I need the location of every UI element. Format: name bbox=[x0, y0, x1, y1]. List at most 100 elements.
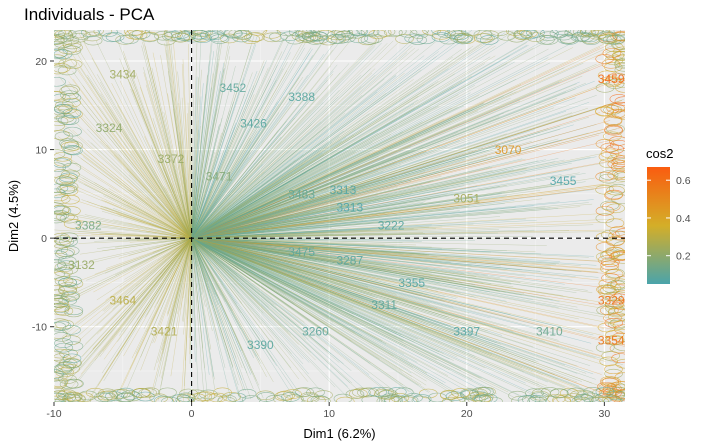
arrow bbox=[78, 49, 192, 239]
arrow bbox=[191, 237, 432, 248]
point-marker bbox=[560, 35, 579, 45]
arrow bbox=[191, 67, 269, 239]
arrow bbox=[191, 83, 204, 239]
arrow bbox=[105, 238, 192, 301]
arrow bbox=[191, 237, 418, 363]
arrow bbox=[191, 83, 425, 239]
point-marker bbox=[194, 30, 214, 37]
point-marker bbox=[242, 395, 261, 402]
arrow bbox=[191, 42, 573, 239]
arrow bbox=[74, 144, 192, 239]
arrow bbox=[191, 237, 463, 284]
arrow bbox=[163, 112, 192, 239]
individual-label: 3434 bbox=[109, 68, 136, 82]
arrow bbox=[191, 55, 496, 239]
arrow bbox=[135, 238, 192, 287]
arrow bbox=[191, 103, 280, 239]
arrow bbox=[152, 52, 192, 239]
arrow bbox=[191, 175, 442, 239]
point-marker bbox=[62, 144, 82, 155]
individual-label: 3313 bbox=[336, 201, 363, 215]
point-marker bbox=[606, 108, 625, 119]
point-marker bbox=[54, 238, 71, 249]
arrow bbox=[191, 237, 593, 293]
point-marker bbox=[595, 242, 615, 252]
arrow bbox=[191, 52, 408, 239]
arrow bbox=[182, 59, 192, 239]
point-marker bbox=[557, 34, 577, 45]
point-marker bbox=[606, 185, 625, 196]
point-marker bbox=[521, 394, 541, 402]
point-marker bbox=[360, 35, 380, 45]
arrow bbox=[181, 97, 192, 239]
arrow bbox=[191, 186, 617, 239]
arrow bbox=[117, 39, 192, 239]
arrow bbox=[57, 118, 192, 239]
arrow bbox=[152, 118, 192, 239]
point-marker bbox=[364, 33, 383, 44]
arrow bbox=[170, 238, 192, 377]
arrow bbox=[175, 238, 192, 333]
arrow bbox=[191, 46, 230, 239]
arrow bbox=[191, 180, 434, 239]
arrow bbox=[191, 238, 224, 284]
point-marker bbox=[513, 30, 532, 40]
point-marker bbox=[527, 396, 546, 402]
point-marker bbox=[123, 391, 142, 402]
arrow bbox=[179, 238, 192, 264]
point-marker bbox=[559, 33, 578, 44]
arrow bbox=[191, 238, 344, 365]
arrow bbox=[146, 238, 192, 316]
arrow bbox=[191, 51, 283, 239]
arrow bbox=[60, 183, 192, 239]
point-marker bbox=[280, 31, 299, 41]
point-marker bbox=[120, 390, 140, 400]
point-marker bbox=[441, 396, 461, 402]
arrow bbox=[191, 238, 351, 383]
arrow bbox=[191, 237, 430, 304]
arrow bbox=[104, 200, 192, 239]
point-marker bbox=[394, 387, 414, 398]
arrow bbox=[191, 51, 214, 239]
arrow bbox=[191, 238, 305, 323]
point-marker bbox=[56, 176, 75, 187]
point-marker bbox=[115, 35, 134, 45]
arrow bbox=[152, 238, 192, 344]
arrow bbox=[75, 64, 192, 239]
point-marker bbox=[54, 379, 68, 390]
point-marker bbox=[603, 115, 623, 125]
arrow bbox=[191, 63, 350, 239]
arrow bbox=[169, 43, 192, 239]
arrow bbox=[191, 139, 563, 239]
arrow bbox=[191, 237, 450, 318]
point-marker bbox=[463, 395, 483, 402]
arrow bbox=[191, 238, 309, 375]
arrow bbox=[191, 237, 577, 293]
arrow bbox=[191, 237, 476, 357]
arrow bbox=[191, 55, 313, 239]
arrow bbox=[191, 89, 340, 239]
arrow bbox=[191, 188, 448, 239]
point-marker bbox=[54, 369, 64, 379]
arrow bbox=[103, 238, 192, 360]
arrow bbox=[55, 212, 192, 239]
arrow bbox=[191, 237, 476, 298]
arrow bbox=[191, 237, 594, 352]
point-marker bbox=[155, 396, 175, 402]
point-marker bbox=[349, 30, 368, 37]
arrow bbox=[191, 237, 363, 337]
arrow bbox=[183, 238, 192, 335]
point-marker bbox=[56, 212, 75, 222]
point-marker bbox=[399, 395, 419, 402]
point-marker bbox=[603, 383, 622, 394]
arrow bbox=[191, 132, 222, 239]
arrow bbox=[162, 238, 192, 354]
arrow bbox=[191, 238, 348, 397]
arrow bbox=[191, 238, 264, 399]
arrow bbox=[191, 237, 410, 392]
point-marker bbox=[408, 35, 428, 45]
arrow bbox=[128, 78, 192, 239]
arrow bbox=[101, 211, 192, 239]
arrow bbox=[191, 237, 470, 352]
point-marker bbox=[595, 232, 615, 242]
